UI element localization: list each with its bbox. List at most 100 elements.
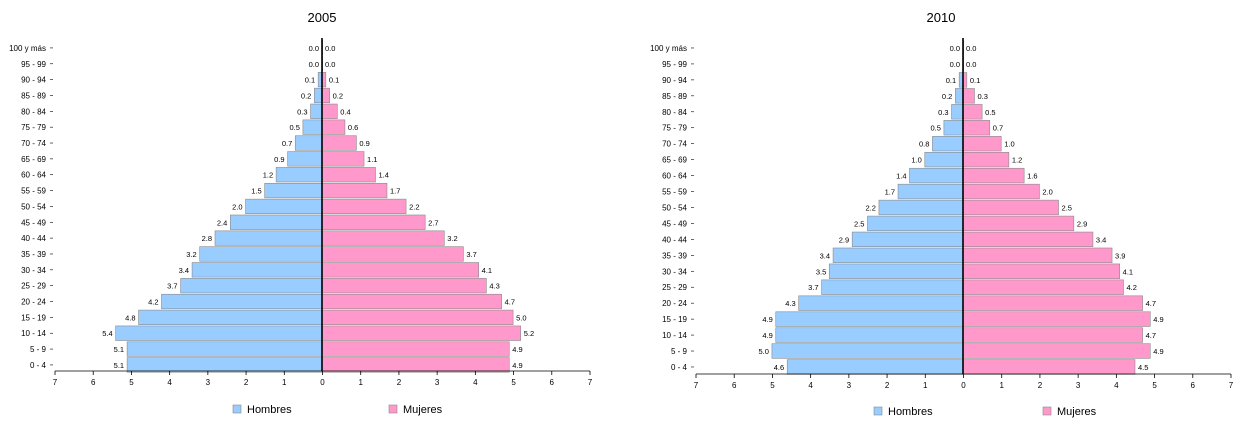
bar-mujeres [321,135,357,151]
bar-hombres [314,87,323,104]
bar-mujeres [962,359,1136,375]
data-label-hombres: 5.0 [758,347,768,356]
bar-hombres [180,278,323,294]
data-label-mujeres: 4.7 [1146,299,1156,308]
bar-hombres [786,359,964,375]
bar-hombres [867,215,964,232]
age-group-label: 50 - 54 [662,203,687,212]
bar-mujeres [321,151,365,167]
age-group-label: 10 - 14 [662,331,687,340]
bar-mujeres [962,263,1120,279]
age-group-label: 55 - 59 [21,187,46,196]
x-tick-label: 5 [1152,381,1157,390]
bar-hombres [229,214,323,230]
data-label-hombres: 4.9 [762,331,772,340]
data-label-mujeres: 0.1 [970,76,980,85]
x-tick-label: 3 [435,378,440,387]
age-group-label: 95 - 99 [662,60,687,69]
age-group-label: 95 - 99 [21,60,46,69]
bar-hombres [302,119,323,135]
data-label-mujeres: 5.2 [524,329,534,338]
data-label-mujeres: 3.4 [1096,235,1106,244]
bar-mujeres [962,151,1010,168]
data-label-hombres: 4.2 [148,298,158,307]
age-group-label: 75 - 79 [21,123,46,132]
age-group-label: 25 - 29 [662,283,687,292]
age-group-label: 70 - 74 [662,140,687,149]
age-group-label: 45 - 49 [662,219,687,228]
data-label-mujeres: 0.0 [325,60,335,69]
age-group-label: 85 - 89 [662,92,687,101]
data-label-mujeres: 0.4 [340,107,350,116]
x-tick-label: 4 [167,378,172,387]
age-group-label: 15 - 19 [662,315,687,324]
age-group-label: 75 - 79 [662,124,687,133]
bar-mujeres [962,88,975,104]
chart-title: 2005 [308,10,337,25]
data-label-hombres: 1.7 [885,188,895,197]
bar-mujeres [962,343,1151,359]
data-label-hombres: 0.0 [309,60,319,69]
data-label-hombres: 4.3 [785,299,795,308]
bar-mujeres [962,215,1075,232]
data-label-hombres: 2.4 [217,218,227,227]
pyramid-chart-1: 2010 100 y más 0.0 0.0 95 - 99 0.0 0.0 90 - 94 0… [650,10,1234,418]
data-label-mujeres: 3.9 [1115,251,1125,260]
data-label-hombres: 0.2 [301,91,311,100]
data-label-hombres: 2.8 [202,234,212,243]
x-tick-label: 1 [282,378,287,387]
age-group-label: 20 - 24 [662,299,687,308]
bar-mujeres [321,167,376,183]
bar-mujeres [962,231,1094,248]
bar-mujeres [321,198,407,215]
bar-mujeres [962,311,1151,327]
legend-swatch-hombres [232,404,242,414]
bar-mujeres [321,262,479,278]
data-label-mujeres: 0.5 [985,108,995,117]
data-label-mujeres: 2.9 [1077,219,1087,228]
data-label-mujeres: 0.7 [993,124,1003,133]
age-group-label: 100 y más [9,44,46,53]
bar-mujeres [321,309,514,325]
x-tick-label: 2 [397,378,402,387]
bar-hombres [294,135,323,151]
data-label-hombres: 0.0 [950,44,960,53]
legend-label-hombres: Hombres [888,406,933,418]
x-tick-label: 1 [358,378,363,387]
bar-hombres [287,151,323,167]
age-group-label: 0 - 4 [671,363,688,372]
bar-mujeres [962,136,1002,152]
age-group-label: 90 - 94 [662,76,687,85]
data-label-mujeres: 1.6 [1027,172,1037,181]
data-label-mujeres: 4.5 [1138,363,1148,372]
bar-hombres [832,247,964,263]
data-label-hombres: 3.7 [808,283,818,292]
data-label-hombres: 1.0 [911,156,921,165]
age-group-label: 60 - 64 [662,172,687,181]
age-group-label: 55 - 59 [662,188,687,197]
x-tick-label: 7 [588,378,593,387]
bar-hombres [161,293,323,310]
x-tick-label: 4 [1114,381,1119,390]
age-group-label: 0 - 4 [30,361,47,370]
x-tick-label: 7 [1229,381,1234,390]
data-label-mujeres: 4.2 [1127,283,1137,292]
legend-label-mujeres: Mujeres [403,404,443,416]
age-group-label: 50 - 54 [21,202,46,211]
data-label-mujeres: 0.9 [359,139,369,148]
legend-swatch-mujeres [1042,406,1052,416]
age-group-label: 5 - 9 [671,347,688,356]
data-label-hombres: 1.4 [896,172,906,181]
x-tick-label: 6 [1191,381,1196,390]
bar-mujeres [321,341,510,357]
data-label-mujeres: 1.4 [379,171,389,180]
data-label-mujeres: 4.3 [489,282,499,291]
x-tick-label: 6 [91,378,96,387]
bar-hombres [245,198,323,215]
data-label-mujeres: 0.6 [348,123,358,132]
age-group-label: 40 - 44 [662,235,687,244]
data-label-mujeres: 2.5 [1062,203,1072,212]
bar-mujeres [321,278,487,294]
x-tick-label: 1 [999,381,1004,390]
